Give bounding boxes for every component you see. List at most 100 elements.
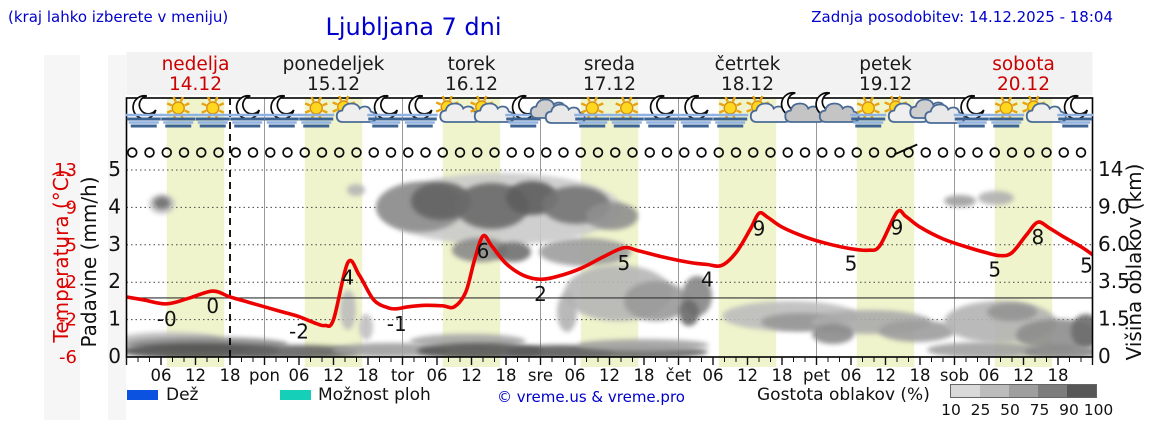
hour-tick-label: 18 (634, 366, 655, 385)
calm-wind-circle (265, 147, 276, 158)
cloud-blob (340, 290, 356, 330)
calm-wind-circle (575, 147, 586, 158)
last-update-timestamp: Zadnja posodobitev: 14.12.2025 - 18:04 (811, 8, 1113, 26)
temp-label: -0 (157, 307, 177, 331)
calm-wind-circle (782, 147, 793, 158)
temp-label: 2 (534, 282, 547, 306)
calm-wind-circle (540, 147, 552, 158)
calm-wind-circle (851, 147, 862, 158)
weather-icon-cloud (909, 98, 966, 124)
calm-wind-circle (144, 147, 155, 158)
calm-wind-circle (506, 147, 518, 158)
day-name: torek (448, 54, 496, 75)
cloud-blob (987, 303, 1037, 321)
day-abbrev-label: tor (391, 366, 415, 385)
weather-icon-moon-fog (1057, 94, 1094, 128)
calm-wind-circle (213, 147, 224, 158)
x-axis-labels: 06 12 18 pon 06 12 18 tor 06 12 18 sre 06 12 18 čet 06 12… (151, 366, 1069, 385)
day-date: 19.12 (859, 74, 912, 95)
daylight-band (166, 98, 225, 367)
weather-icon-moon-fog (125, 94, 162, 128)
calm-wind-circle (1006, 147, 1018, 158)
day-date: 16.12 (445, 74, 498, 95)
cloud-height-tick: 0 (1098, 344, 1111, 368)
cloud-blob (1024, 345, 1093, 357)
left-strip (44, 55, 80, 420)
temp-label: 5 (845, 252, 858, 276)
calm-wind-circle (989, 147, 1000, 158)
calm-wind-circle (954, 147, 966, 158)
day-abbrev-label: pon (249, 366, 280, 385)
calm-wind-circle (489, 147, 500, 158)
weather-icon-sun-fog (160, 96, 197, 128)
weather-icon-moon-cloud (815, 91, 860, 123)
temp-tick: 2 (66, 272, 77, 293)
calm-wind-circle (868, 147, 880, 158)
day-name: sobota (992, 54, 1055, 75)
day-name: nedelja (162, 54, 230, 75)
cloud-blob (332, 343, 448, 357)
cloud-blob (577, 339, 709, 351)
credit-link[interactable]: © vreme.us & vreme.pro (497, 388, 685, 406)
temperature-value-labels: -0 0 -2 4 -1 6 2 5 4 9 5 9 5 8 5 (157, 215, 1093, 343)
cloud-blob (1071, 314, 1093, 348)
day-date: 14.12 (169, 74, 222, 95)
calm-wind-circle (351, 147, 362, 158)
temp-label: -1 (387, 312, 407, 336)
calm-wind-circle (627, 147, 638, 158)
calm-wind-circle (247, 147, 259, 158)
calm-wind-circle (730, 147, 742, 158)
weather-icon-moon-fog (677, 94, 714, 128)
calm-wind-circle (885, 147, 897, 158)
cloud-scale-segment (980, 385, 1009, 397)
temp-label: 8 (1032, 225, 1045, 249)
weather-icon-moon-fog (229, 94, 266, 128)
calm-wind-circle (403, 147, 414, 158)
hour-tick-label: 06 (427, 366, 448, 385)
precip-tick: 4 (108, 194, 121, 218)
calm-wind-circle (385, 147, 397, 158)
cloud-density-field (126, 173, 1093, 357)
hour-tick-label: 18 (1048, 366, 1069, 385)
calm-wind-circle (454, 147, 466, 158)
calm-wind-circle (523, 147, 535, 158)
cloud-scale-tick-label: 50 (1000, 401, 1020, 419)
hour-tick-label: 18 (910, 366, 931, 385)
weather-icon-sun-fog (574, 96, 611, 128)
cloud-blob (126, 343, 280, 357)
day-name: ponedeljek (283, 54, 385, 75)
calm-wind-circle (678, 147, 690, 158)
calm-wind-circle (299, 147, 311, 158)
calm-wind-circle (1058, 147, 1069, 158)
cloud-blob (624, 281, 688, 321)
precipitation-axis-title: Padavine (mm/h) (77, 176, 101, 347)
cloud-blob (978, 191, 1014, 205)
rain-legend-label: Dež (166, 385, 199, 405)
calm-wind-circle (609, 147, 621, 158)
calm-wind-circle (230, 147, 242, 158)
day-abbrev-label: pet (803, 366, 831, 385)
hour-tick-label: 06 (151, 366, 172, 385)
weather-icon-sun-fog (298, 96, 335, 128)
precip-tick: 2 (108, 269, 121, 293)
weather-icon-sun-fog (850, 96, 887, 128)
rain-legend-swatch (127, 390, 158, 400)
precip-tick: 5 (108, 157, 121, 181)
weather-icon-sun-fog (194, 96, 231, 128)
cloud-height-tick: 1.5 (1098, 307, 1130, 331)
temperature-curve (126, 208, 1093, 329)
weather-icon-sun-cloud (435, 95, 481, 123)
temp-label: 5 (988, 257, 1001, 281)
weather-icon-sun-fog (712, 96, 749, 128)
calm-wind-circle (1075, 147, 1087, 158)
calm-wind-circle (420, 147, 431, 158)
hour-tick-label: 06 (703, 366, 724, 385)
calm-wind-circle (178, 147, 190, 158)
temp-label: 5 (1080, 254, 1093, 278)
day-date: 17.12 (583, 74, 636, 95)
weather-icon-moon-fog (643, 94, 680, 128)
showers-legend-label: Možnost ploh (318, 385, 431, 405)
